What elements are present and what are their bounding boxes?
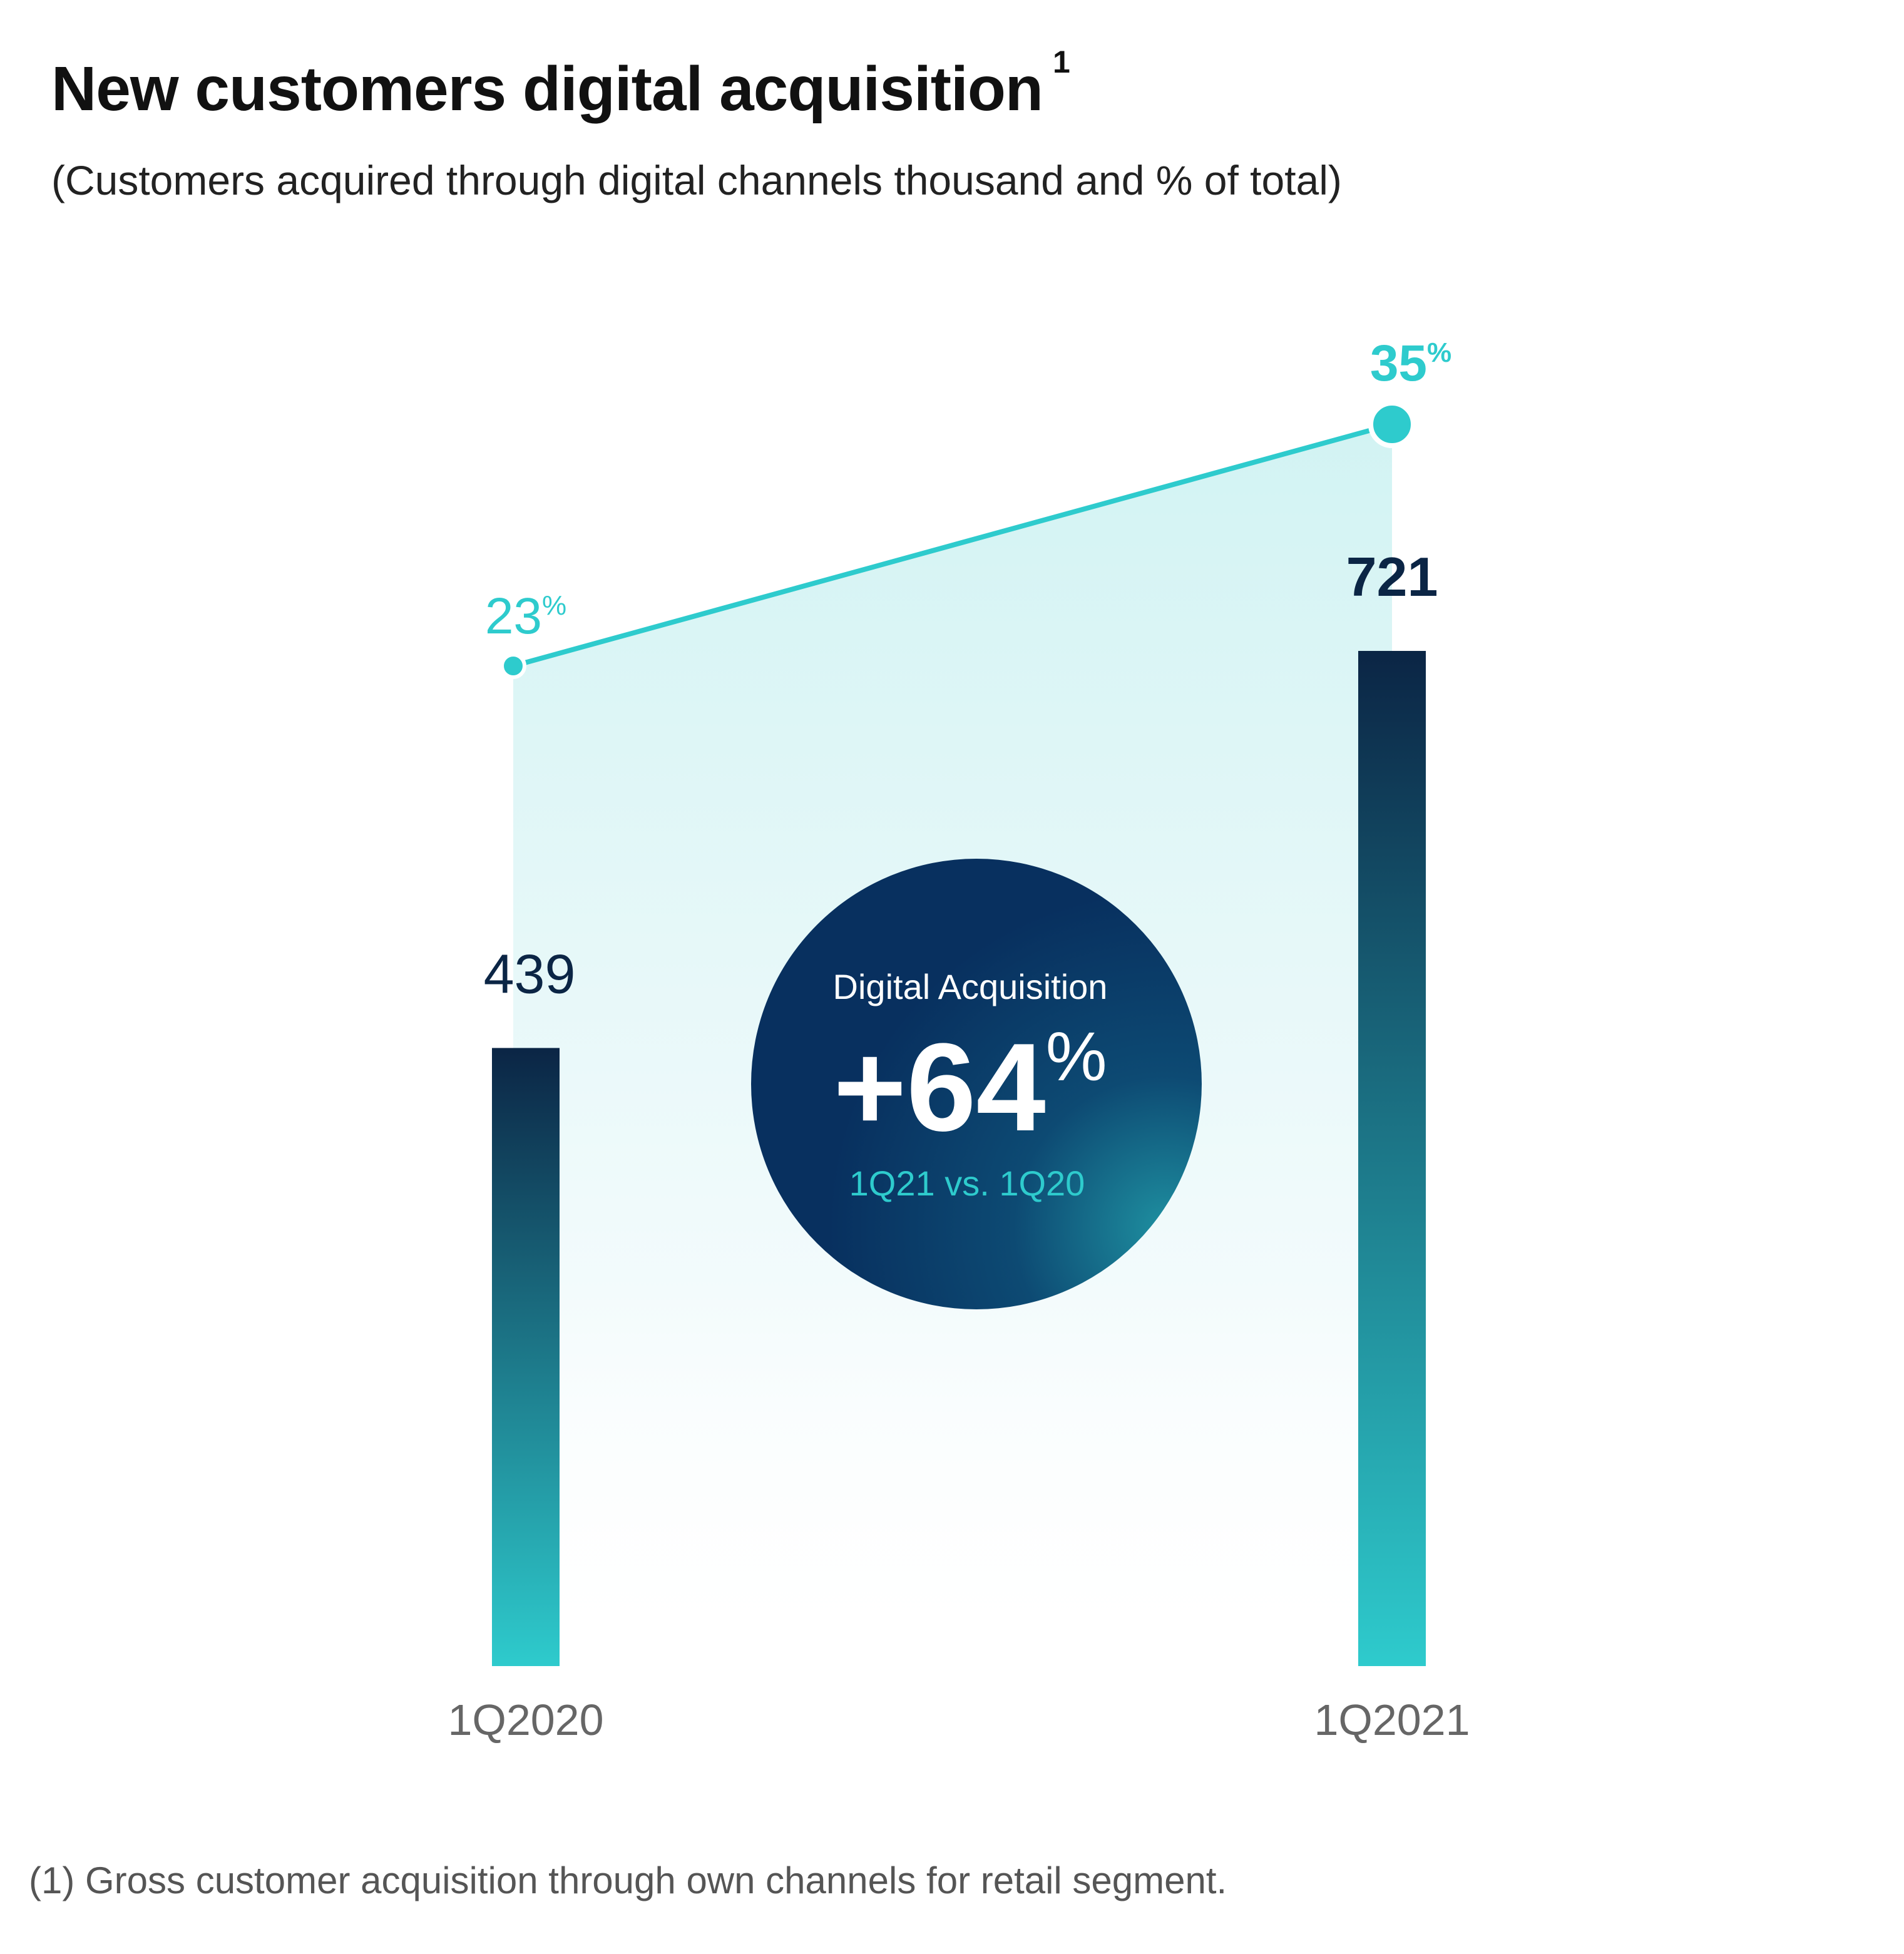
pct-line	[511, 422, 1395, 668]
title-footnote-mark: 1	[1053, 44, 1070, 79]
bar-1q2020	[492, 1048, 560, 1666]
x-tick-1q2020: 1Q2020	[448, 1696, 603, 1744]
callout-bubble	[751, 859, 1202, 1309]
callout-number: +64	[833, 1018, 1045, 1157]
bar-label-1q2021: 721	[1346, 546, 1438, 608]
pct-unit-1q2021: %	[1427, 337, 1451, 368]
pct-unit-1q2020: %	[542, 590, 566, 621]
pct-point-1q2021	[1368, 401, 1416, 448]
growth-callout: Digital Acquisition +64% 1Q21 vs. 1Q20	[751, 859, 1202, 1309]
callout-caption: 1Q21 vs. 1Q20	[849, 1164, 1085, 1203]
pct-label-1q2021: 35%	[1370, 335, 1451, 392]
pct-value-1q2021: 35	[1370, 335, 1427, 392]
chart-subtitle: (Customers acquired through digital chan…	[51, 157, 1342, 203]
pct-value-1q2020: 23	[485, 588, 542, 645]
callout-value: +64%	[833, 1018, 1107, 1157]
callout-unit: %	[1046, 1018, 1107, 1095]
x-tick-1q2021: 1Q2021	[1314, 1696, 1470, 1744]
pct-point-1q2020	[500, 653, 526, 679]
bar-1q2021	[1358, 651, 1426, 1666]
chart-title: New customers digital acquisition 1	[51, 44, 1070, 124]
pct-label-1q2020: 23%	[485, 588, 566, 645]
footnote: (1) Gross customer acquisition through o…	[29, 1859, 1227, 1901]
callout-title: Digital Acquisition	[833, 967, 1108, 1006]
bar-label-1q2020: 439	[484, 943, 576, 1005]
